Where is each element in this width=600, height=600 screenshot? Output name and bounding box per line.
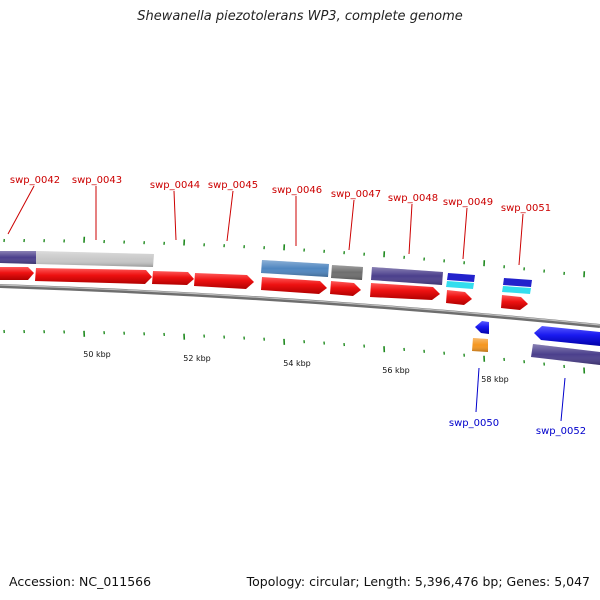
gene-label-swp-0050[interactable]: swp_0050 bbox=[449, 418, 499, 429]
cds-swp-0049[interactable] bbox=[446, 290, 472, 305]
function-bar-0042 bbox=[0, 251, 36, 264]
gene-label-swp-0042[interactable]: swp_0042 bbox=[10, 175, 60, 186]
cds-swp-0048[interactable] bbox=[370, 283, 440, 300]
scale-label-54kbp: 54 kbp bbox=[283, 359, 311, 368]
map-title: Shewanella piezotolerans WP3, complete g… bbox=[137, 9, 463, 24]
tick-marks bbox=[3, 236, 586, 374]
gene-label-swp-0052[interactable]: swp_0052 bbox=[536, 426, 586, 437]
gene-label-swp-0046[interactable]: swp_0046 bbox=[272, 185, 322, 196]
scale-label-56kbp: 56 kbp bbox=[382, 366, 410, 375]
scale-label-52kbp: 52 kbp bbox=[183, 354, 211, 363]
genome-backbone bbox=[0, 284, 600, 328]
gene-label-swp-0051[interactable]: swp_0051 bbox=[501, 203, 551, 214]
cds-swp-0051[interactable] bbox=[501, 295, 528, 310]
scale-label-58kbp: 58 kbp bbox=[481, 375, 509, 384]
cds-swp-0044[interactable] bbox=[152, 271, 194, 285]
cds-swp-0043[interactable] bbox=[35, 268, 152, 284]
gene-labels: swp_0042 swp_0043 swp_0044 swp_0045 swp_… bbox=[10, 175, 586, 437]
gene-label-swp-0043[interactable]: swp_0043 bbox=[72, 175, 122, 186]
cds-swp-0052[interactable] bbox=[534, 326, 600, 346]
function-bar-0049b bbox=[446, 281, 474, 289]
function-bar-0052 bbox=[531, 344, 600, 365]
cds-swp-0047[interactable] bbox=[330, 281, 361, 296]
cds-swp-0046[interactable] bbox=[261, 277, 327, 294]
forward-cds-track bbox=[0, 267, 528, 310]
gene-label-swp-0044[interactable]: swp_0044 bbox=[150, 180, 200, 191]
scale-labels: 50 kbp 52 kbp 54 kbp 56 kbp 58 kbp bbox=[83, 350, 509, 384]
scale-label-50kbp: 50 kbp bbox=[83, 350, 111, 359]
accession-text: Accession: NC_011566 bbox=[9, 574, 152, 589]
cds-swp-0045[interactable] bbox=[194, 273, 254, 289]
function-bar-0048 bbox=[371, 267, 443, 285]
callout-lines bbox=[7, 185, 566, 422]
cds-swp-0050[interactable] bbox=[475, 321, 489, 334]
gene-label-swp-0045[interactable]: swp_0045 bbox=[208, 180, 258, 191]
function-bar-0050 bbox=[472, 338, 488, 352]
function-bar-0047 bbox=[331, 265, 363, 280]
gene-label-swp-0049[interactable]: swp_0049 bbox=[443, 197, 493, 208]
function-bar-0051b bbox=[502, 286, 531, 294]
function-bar-0051a bbox=[503, 278, 532, 287]
function-bar-0049a bbox=[447, 273, 475, 282]
gene-label-swp-0047[interactable]: swp_0047 bbox=[331, 189, 381, 200]
reverse-cds-track bbox=[475, 321, 600, 346]
genome-summary-text: Topology: circular; Length: 5,396,476 bp… bbox=[246, 574, 590, 589]
function-bars bbox=[0, 251, 600, 365]
function-bar-0046 bbox=[261, 260, 329, 277]
gene-label-swp-0048[interactable]: swp_0048 bbox=[388, 193, 438, 204]
function-bar-0043 bbox=[36, 251, 154, 267]
cds-swp-0042[interactable] bbox=[0, 267, 34, 280]
